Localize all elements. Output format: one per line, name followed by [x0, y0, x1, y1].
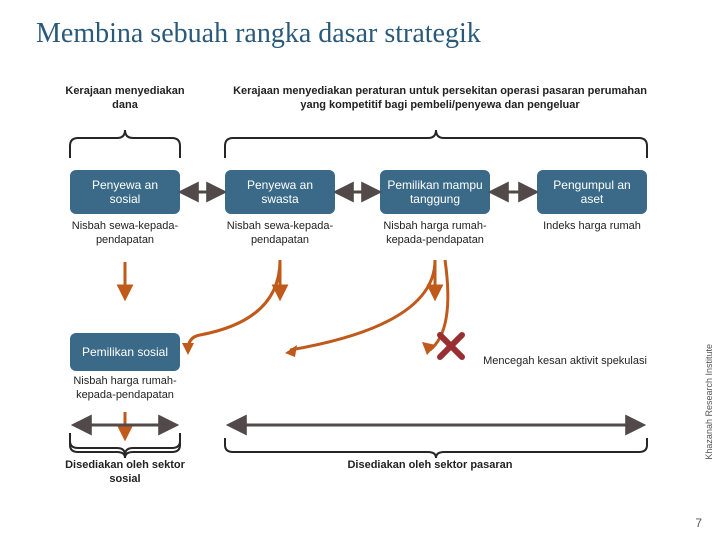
sub-price-ratio: Nisbah harga rumah-kepada-pendapatan [380, 220, 490, 248]
sub-rent-ratio-1: Nisbah sewa-kepada-pendapatan [70, 220, 180, 248]
sub-price-index: Indeks harga rumah [537, 220, 647, 234]
page-title: Membina sebuah rangka dasar strategik [0, 0, 720, 50]
speculation-text: Mencegah kesan aktivit spekulasi [480, 355, 650, 369]
diagram-connectors [0, 50, 720, 490]
box-social-rental: Penyewa an sosial [70, 170, 180, 214]
box-private-rental: Penyewa an swasta [225, 170, 335, 214]
box-affordable-ownership: Pemilikan mampu tanggung [380, 170, 490, 214]
sub-rent-ratio-2: Nisbah sewa-kepada-pendapatan [225, 220, 335, 248]
header-right: Kerajaan menyediakan peraturan untuk per… [230, 84, 650, 113]
attribution: Khazanah Research Institute [704, 344, 714, 460]
footer-left: Disediakan oleh sektor sosial [55, 458, 195, 487]
box-asset-accumulation: Pengumpul an aset [537, 170, 647, 214]
footer-right: Disediakan oleh sektor pasaran [330, 458, 530, 472]
box-social-ownership: Pemilikan sosial [70, 333, 180, 371]
page-number: 7 [695, 516, 702, 530]
sub-price-ratio-2: Nisbah harga rumah-kepada-pendapatan [70, 375, 180, 403]
header-left: Kerajaan menyediakan dana [55, 84, 195, 113]
framework-diagram: Kerajaan menyediakan dana Kerajaan menye… [0, 50, 720, 490]
